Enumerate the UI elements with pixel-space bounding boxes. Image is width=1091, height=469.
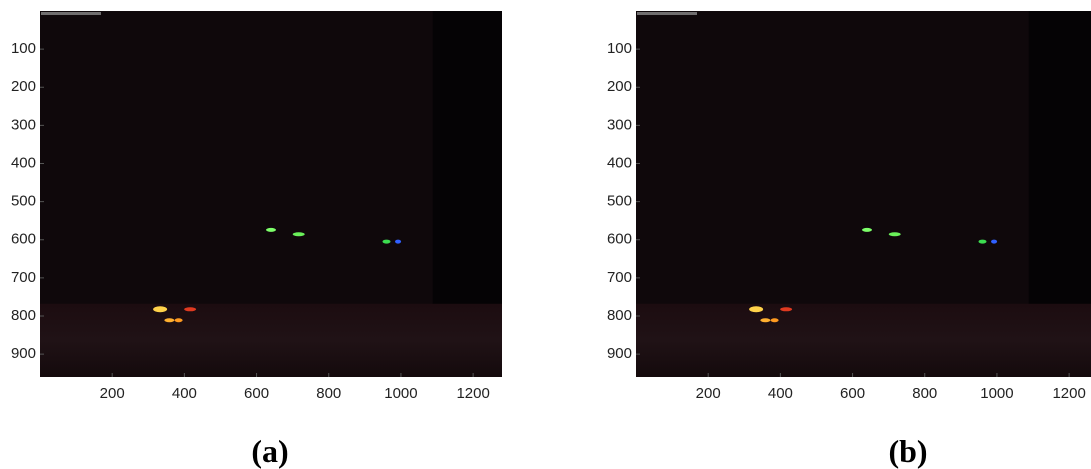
y-tick-label: 200 [607, 78, 632, 95]
light [978, 239, 987, 244]
y-tick-label: 800 [607, 307, 632, 324]
light [292, 232, 305, 237]
light [382, 239, 391, 244]
y-tick-label: 400 [607, 154, 632, 171]
x-tick-label: 200 [696, 385, 721, 402]
light [266, 227, 276, 232]
caption: (a) [251, 433, 288, 469]
caption: (b) [888, 433, 927, 469]
y-tick-label: 400 [11, 154, 36, 171]
light [862, 227, 872, 232]
light [780, 307, 793, 312]
x-tick-label: 400 [172, 385, 197, 402]
timestamp [41, 12, 101, 15]
y-tick-label: 700 [607, 269, 632, 286]
light [749, 306, 764, 313]
x-tick-label: 600 [244, 385, 269, 402]
x-tick-label: 1200 [1052, 385, 1085, 402]
y-tick-label: 500 [11, 193, 36, 210]
x-tick-label: 1000 [384, 385, 417, 402]
y-tick-label: 500 [607, 193, 632, 210]
light [760, 318, 771, 323]
light [395, 239, 402, 244]
y-tick-label: 300 [607, 116, 632, 133]
light [770, 318, 779, 323]
x-tick-label: 400 [768, 385, 793, 402]
image-panel: 100 200 300 400 500 600 700 800 900 200 400 600 800 1… [607, 11, 1091, 469]
y-tick-label: 200 [11, 78, 36, 95]
y-tick-label: 600 [11, 231, 36, 248]
light [991, 239, 998, 244]
light [888, 232, 901, 237]
ground [40, 303, 502, 377]
x-tick-label: 800 [912, 385, 937, 402]
y-tick-label: 100 [11, 40, 36, 57]
x-tick-label: 800 [316, 385, 341, 402]
light [164, 318, 175, 323]
y-tick-label: 700 [11, 269, 36, 286]
x-tick-label: 600 [840, 385, 865, 402]
y-tick-label: 900 [607, 345, 632, 362]
x-tick-label: 1000 [980, 385, 1013, 402]
y-tick-label: 900 [11, 345, 36, 362]
y-tick-label: 800 [11, 307, 36, 324]
image-panel: 100 200 300 400 500 600 700 800 900 200 400 600 800 1… [11, 11, 502, 469]
x-tick-label: 1200 [456, 385, 489, 402]
y-tick-label: 300 [11, 116, 36, 133]
y-tick-label: 100 [607, 40, 632, 57]
ground [636, 303, 1091, 377]
light [153, 306, 168, 313]
light [174, 318, 183, 323]
timestamp [637, 12, 697, 15]
x-tick-label: 200 [100, 385, 125, 402]
y-tick-label: 600 [607, 231, 632, 248]
light [184, 307, 197, 312]
